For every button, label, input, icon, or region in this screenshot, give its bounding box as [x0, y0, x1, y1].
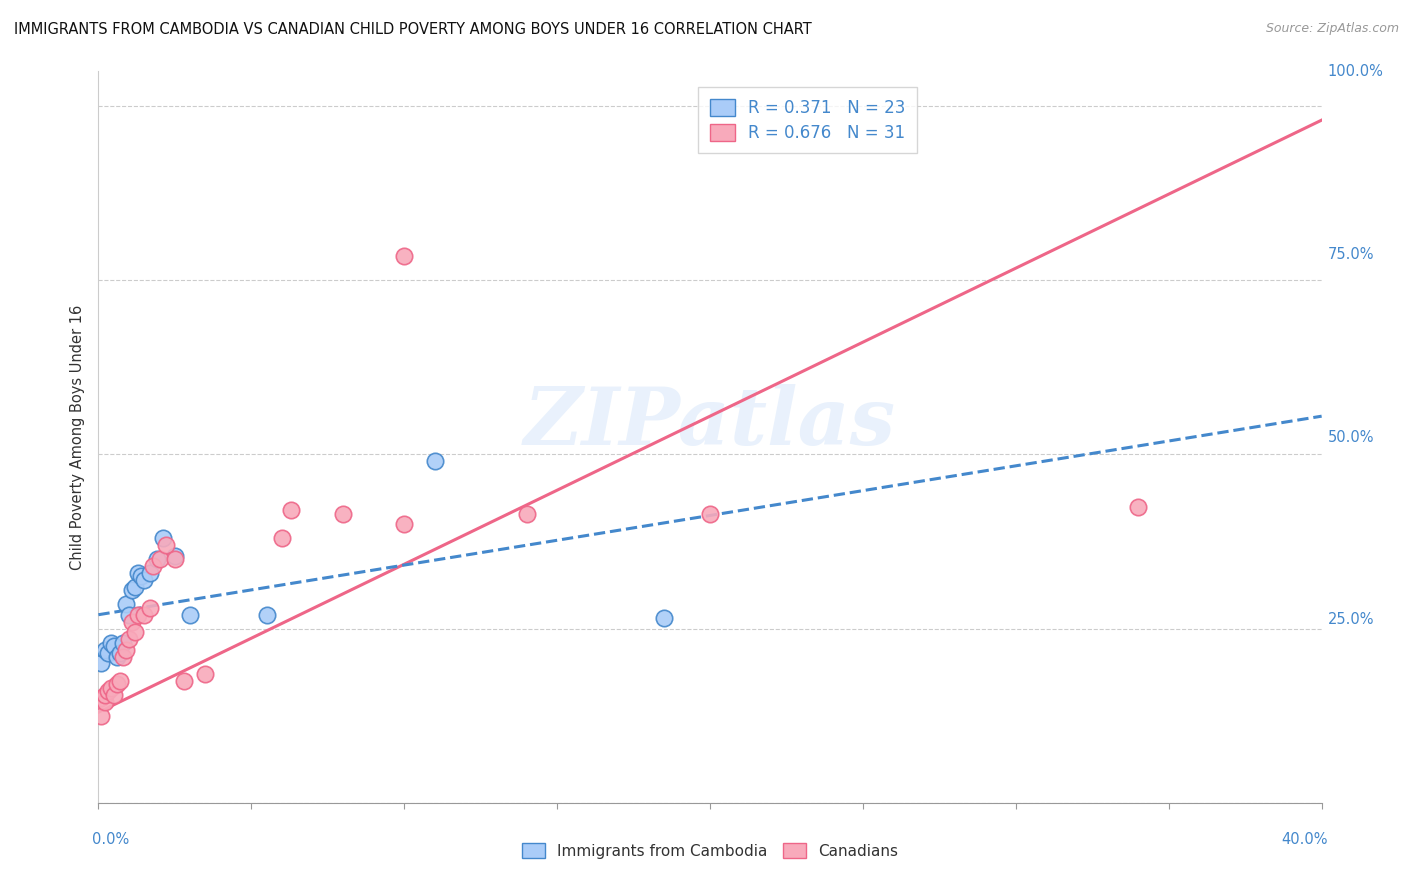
Point: [145, 552, 167, 566]
Text: 100.0%: 100.0%: [1327, 64, 1384, 78]
Text: Source: ZipAtlas.com: Source: ZipAtlas.com: [1265, 22, 1399, 36]
Point: [194, 667, 217, 681]
Point: [652, 611, 675, 625]
Point: [93, 688, 115, 702]
Point: [100, 635, 122, 649]
Point: [90, 708, 112, 723]
Point: [139, 600, 162, 615]
Point: [134, 573, 156, 587]
Point: [392, 249, 416, 263]
Point: [256, 607, 278, 622]
Point: [127, 607, 149, 622]
Point: [149, 552, 172, 566]
Text: 75.0%: 75.0%: [1327, 247, 1374, 261]
Point: [118, 632, 141, 646]
Text: 50.0%: 50.0%: [1327, 430, 1374, 444]
Point: [97, 646, 120, 660]
Point: [100, 681, 122, 695]
Text: IMMIGRANTS FROM CAMBODIA VS CANADIAN CHILD POVERTY AMONG BOYS UNDER 16 CORRELATI: IMMIGRANTS FROM CAMBODIA VS CANADIAN CHI…: [14, 22, 811, 37]
Point: [152, 531, 174, 545]
Point: [270, 531, 292, 545]
Point: [118, 607, 141, 622]
Y-axis label: Child Poverty Among Boys Under 16: Child Poverty Among Boys Under 16: [70, 304, 86, 570]
Point: [280, 503, 302, 517]
Point: [103, 639, 125, 653]
Point: [105, 649, 128, 664]
Point: [121, 583, 143, 598]
Point: [699, 507, 721, 521]
Point: [124, 625, 146, 640]
Point: [115, 597, 138, 611]
Point: [90, 691, 112, 706]
Point: [90, 657, 112, 671]
Point: [423, 454, 446, 468]
Point: [105, 677, 128, 691]
Point: [97, 684, 120, 698]
Point: [392, 517, 416, 532]
Point: [134, 607, 156, 622]
Point: [516, 507, 538, 521]
Legend: Immigrants from Cambodia, Canadians: Immigrants from Cambodia, Canadians: [516, 837, 904, 864]
Point: [111, 635, 134, 649]
Point: [121, 615, 143, 629]
Point: [127, 566, 149, 580]
Point: [173, 673, 195, 688]
Point: [1128, 500, 1150, 514]
Point: [179, 607, 201, 622]
Point: [129, 569, 152, 583]
Text: 0.0%: 0.0%: [93, 832, 129, 847]
Point: [139, 566, 162, 580]
Text: 40.0%: 40.0%: [1281, 832, 1327, 847]
Point: [142, 558, 165, 573]
Text: ZIPatlas: ZIPatlas: [524, 384, 896, 461]
Point: [155, 538, 177, 552]
Point: [108, 646, 131, 660]
Point: [103, 688, 125, 702]
Point: [332, 507, 354, 521]
Point: [111, 649, 134, 664]
Point: [108, 673, 131, 688]
Point: [124, 580, 146, 594]
Point: [163, 552, 186, 566]
Point: [93, 695, 115, 709]
Point: [163, 549, 186, 563]
Point: [93, 642, 115, 657]
Point: [115, 642, 138, 657]
Text: 25.0%: 25.0%: [1327, 613, 1374, 627]
